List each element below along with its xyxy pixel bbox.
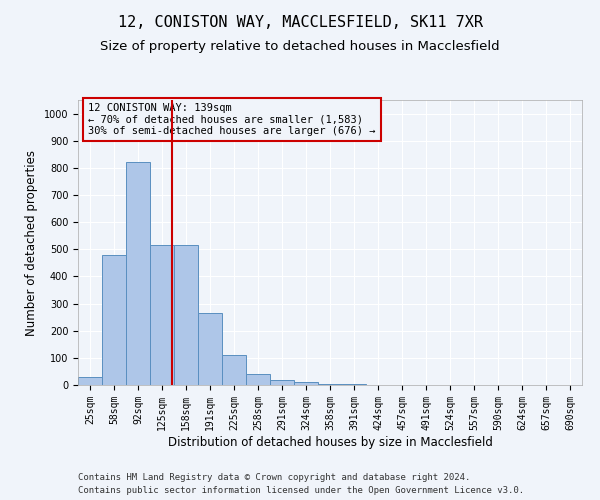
Bar [126, 162, 150, 385]
Text: Contains HM Land Registry data © Crown copyright and database right 2024.: Contains HM Land Registry data © Crown c… [78, 474, 470, 482]
Bar [78, 377, 102, 385]
Bar [318, 384, 342, 385]
Bar [294, 382, 318, 385]
Text: 12, CONISTON WAY, MACCLESFIELD, SK11 7XR: 12, CONISTON WAY, MACCLESFIELD, SK11 7XR [118, 15, 482, 30]
Bar [342, 384, 366, 385]
Bar [270, 380, 294, 385]
Y-axis label: Number of detached properties: Number of detached properties [25, 150, 38, 336]
Bar [150, 245, 174, 385]
Bar [102, 254, 126, 385]
Text: Size of property relative to detached houses in Macclesfield: Size of property relative to detached ho… [100, 40, 500, 53]
Bar [222, 355, 246, 385]
Bar [198, 313, 222, 385]
Bar [246, 374, 270, 385]
Bar [174, 245, 198, 385]
Text: Contains public sector information licensed under the Open Government Licence v3: Contains public sector information licen… [78, 486, 524, 495]
Text: 12 CONISTON WAY: 139sqm
← 70% of detached houses are smaller (1,583)
30% of semi: 12 CONISTON WAY: 139sqm ← 70% of detache… [88, 103, 376, 136]
X-axis label: Distribution of detached houses by size in Macclesfield: Distribution of detached houses by size … [167, 436, 493, 448]
